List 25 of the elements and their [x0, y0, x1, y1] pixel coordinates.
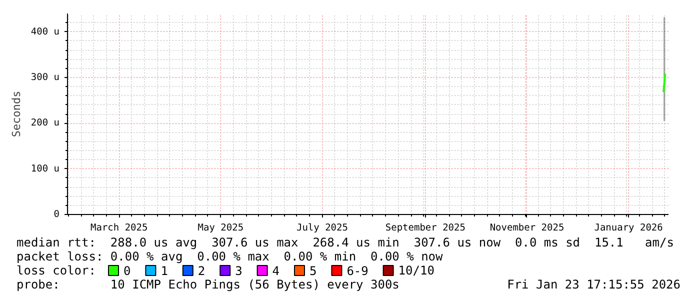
- text: probe: 10 ICMP Echo Pings (56 Bytes) every 300s: [16, 278, 400, 292]
- legend-title: loss color:: [16, 264, 96, 278]
- legend-label: 3: [235, 264, 242, 278]
- legend-label: 10/10: [398, 264, 434, 278]
- x-tick-label: September 2025: [385, 222, 466, 234]
- y-axis-title: Seconds: [10, 90, 23, 138]
- legend-label: 6-9: [346, 264, 368, 278]
- y-tick-label: 300 u: [30, 72, 60, 83]
- x-tick-label: January 2026: [594, 222, 664, 234]
- y-tick-label: 400 u: [30, 26, 60, 38]
- legend-label: 2: [198, 264, 206, 278]
- y-tick-label: 200 u: [30, 118, 60, 129]
- x-tick-label: May 2025: [198, 222, 244, 234]
- x-tick-label: March 2025: [90, 222, 148, 234]
- legend-label: 1: [160, 264, 168, 278]
- text: median rtt: 288.0 us avg 307.6 us max 268.4 us min 307.6 us now 0.0 ms sd 15.1 am/s: [16, 236, 674, 250]
- legend-label: 4: [272, 264, 280, 278]
- y-tick-label: 0: [54, 209, 60, 220]
- text: packet loss: 0.00 % avg 0.00 % max 0.00 % min 0.00 % now: [16, 250, 444, 264]
- legend-label: 0: [124, 264, 131, 278]
- y-tick-label: 100 u: [30, 163, 60, 174]
- text: Fri Jan 23 17:15:55 2026: [507, 278, 680, 292]
- legend-label: 5: [310, 264, 317, 278]
- x-tick-label: November 2025: [490, 222, 564, 234]
- x-tick-label: July 2025: [296, 222, 348, 234]
